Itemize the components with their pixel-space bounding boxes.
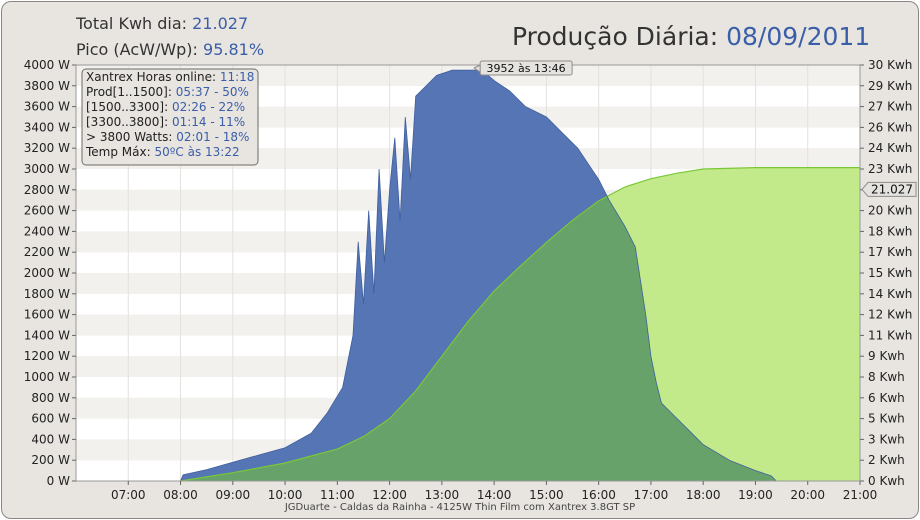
- y-right-tick-label: 2 Kwh: [868, 453, 905, 467]
- info-box-label: [3300..3800]:: [86, 115, 172, 129]
- y-left-tick-label: 1400 W: [24, 328, 70, 342]
- x-tick-label: 17:00: [634, 488, 669, 502]
- info-box-label: Temp Máx:: [85, 145, 154, 159]
- y-left-tick-label: 600 W: [31, 412, 70, 426]
- peak-annotation-label: 3952 às 13:46: [487, 62, 566, 75]
- y-left-tick-label: 1800 W: [24, 287, 70, 301]
- power-line: [180, 69, 777, 482]
- x-tick-label: 21:00: [843, 488, 878, 502]
- x-tick-label: 10:00: [268, 488, 303, 502]
- info-box-label: [1500..3300]:: [86, 100, 172, 114]
- y-right-tick-label: 6 Kwh: [868, 391, 905, 405]
- info-box-value: 01:14 - 11%: [172, 115, 245, 129]
- info-box-row: Prod[1..1500]: 05:37 - 50%: [86, 85, 249, 99]
- x-tick-label: 19:00: [738, 488, 773, 502]
- x-tick-label: 11:00: [320, 488, 355, 502]
- info-box-value: 02:26 - 22%: [172, 100, 245, 114]
- info-box-row: [1500..3300]: 02:26 - 22%: [86, 100, 245, 114]
- y-right-tick-label: 0 Kwh: [868, 474, 905, 488]
- info-box-value: 02:01 - 18%: [176, 130, 249, 144]
- y-left-tick-label: 4000 W: [24, 58, 70, 72]
- y-right-tick-label: 14 Kwh: [868, 287, 912, 301]
- y-left-tick-label: 3800 W: [24, 79, 70, 93]
- y-right-tick-label: 3 Kwh: [868, 432, 905, 446]
- chart-date: 08/09/2011: [726, 22, 871, 51]
- energy-line: [180, 167, 860, 482]
- info-box-row: Temp Máx: 50ºC às 13:22: [85, 145, 240, 159]
- total-kwh-label: Total Kwh dia: 21.027: [76, 14, 249, 33]
- info-box-row: > 3800 Watts: 02:01 - 18%: [86, 130, 249, 144]
- x-tick-label: 16:00: [581, 488, 616, 502]
- y-left-tick-label: 3600 W: [24, 100, 70, 114]
- info-box-label: Xantrex Horas online:: [86, 70, 220, 84]
- total-energy-annotation-box: [861, 181, 917, 197]
- y-right-tick-label: 9 Kwh: [868, 349, 905, 363]
- y-right-tick-label: 15 Kwh: [868, 266, 912, 280]
- x-tick-label: 15:00: [529, 488, 564, 502]
- x-tick-label: 09:00: [216, 488, 251, 502]
- y-left-tick-label: 0 W: [47, 474, 70, 488]
- chart-title: Produção Diária: 08/09/2011: [512, 22, 871, 51]
- y-right-tick-label: 27 Kwh: [868, 100, 912, 114]
- info-box-value: 05:37 - 50%: [176, 85, 249, 99]
- y-left-tick-label: 1600 W: [24, 308, 70, 322]
- y-left-tick-label: 1200 W: [24, 349, 70, 363]
- y-right-tick-label: 12 Kwh: [868, 308, 912, 322]
- y-left-tick-label: 400 W: [31, 432, 70, 446]
- y-left-tick-label: 3200 W: [24, 141, 70, 155]
- x-tick-label: 07:00: [111, 488, 146, 502]
- y-left-tick-label: 2600 W: [24, 204, 70, 218]
- y-left-tick-label: 3400 W: [24, 120, 70, 134]
- peak-ratio-value: 95.81%: [203, 40, 265, 59]
- y-left-tick-label: 1000 W: [24, 370, 70, 384]
- y-right-tick-label: 11 Kwh: [868, 328, 912, 342]
- y-right-tick-label: 8 Kwh: [868, 370, 905, 384]
- x-tick-label: 18:00: [686, 488, 721, 502]
- x-tick-label: 20:00: [790, 488, 825, 502]
- x-tick-label: 13:00: [425, 488, 460, 502]
- y-left-tick-label: 3000 W: [24, 162, 70, 176]
- y-right-tick-label: 23 Kwh: [868, 162, 912, 176]
- y-left-tick-label: 2000 W: [24, 266, 70, 280]
- y-left-tick-label: 2800 W: [24, 183, 70, 197]
- y-left-tick-label: 2400 W: [24, 224, 70, 238]
- info-box-row: Xantrex Horas online: 11:18: [86, 70, 254, 84]
- info-box-value: 11:18: [220, 70, 255, 84]
- y-right-tick-label: 24 Kwh: [868, 141, 912, 155]
- y-right-tick-label: 30 Kwh: [868, 58, 912, 72]
- x-tick-label: 08:00: [163, 488, 198, 502]
- y-right-tick-label: 17 Kwh: [868, 245, 912, 259]
- footer-credit: JGDuarte - Caldas da Rainha - 4125W Thin…: [284, 502, 636, 513]
- total-energy-annotation-label: 21.027: [871, 182, 913, 196]
- info-box: [81, 68, 259, 166]
- y-left-tick-label: 200 W: [31, 453, 70, 467]
- info-box-row: [3300..3800]: 01:14 - 11%: [86, 115, 245, 129]
- y-right-tick-label: 20 Kwh: [868, 204, 912, 218]
- y-right-tick-label: 5 Kwh: [868, 412, 905, 426]
- x-tick-label: 14:00: [477, 488, 512, 502]
- info-box-label: Prod[1..1500]:: [86, 85, 176, 99]
- x-tick-label: 12:00: [372, 488, 407, 502]
- info-box-label: > 3800 Watts:: [86, 130, 176, 144]
- peak-annotation-pointer: [473, 64, 481, 73]
- y-right-tick-label: 26 Kwh: [868, 120, 912, 134]
- peak-ratio-label: Pico (AcW/Wp): 95.81%: [76, 40, 265, 59]
- y-right-tick-label: 18 Kwh: [868, 224, 912, 238]
- info-box-value: 50ºC às 13:22: [154, 145, 239, 159]
- y-right-tick-label: 29 Kwh: [868, 79, 912, 93]
- y-left-tick-label: 800 W: [31, 391, 70, 405]
- y-left-tick-label: 2200 W: [24, 245, 70, 259]
- total-kwh-value: 21.027: [192, 14, 249, 33]
